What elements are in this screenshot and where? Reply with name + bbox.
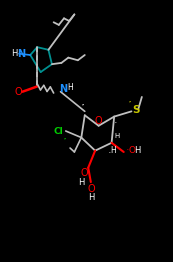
Text: H: H <box>11 49 17 58</box>
Text: H: H <box>114 133 119 139</box>
Text: H: H <box>89 193 95 202</box>
Text: N: N <box>59 84 67 94</box>
Text: Cl: Cl <box>54 127 64 135</box>
Text: H: H <box>67 83 73 92</box>
Text: ′′: ′′ <box>64 137 67 143</box>
Text: ′′: ′′ <box>129 101 132 106</box>
Text: O: O <box>95 116 102 125</box>
Text: O: O <box>88 184 95 194</box>
Text: N: N <box>18 49 26 59</box>
Text: O: O <box>129 146 136 155</box>
Text: H: H <box>134 146 141 155</box>
Text: ′′: ′′ <box>115 122 117 127</box>
Text: ′′: ′′ <box>127 149 129 154</box>
Text: H: H <box>110 146 116 155</box>
Text: S: S <box>132 105 140 115</box>
Text: ′′: ′′ <box>108 152 111 157</box>
Text: O: O <box>14 87 22 97</box>
Text: H: H <box>78 178 84 187</box>
Text: O: O <box>80 168 88 178</box>
Text: ′′: ′′ <box>81 103 85 109</box>
